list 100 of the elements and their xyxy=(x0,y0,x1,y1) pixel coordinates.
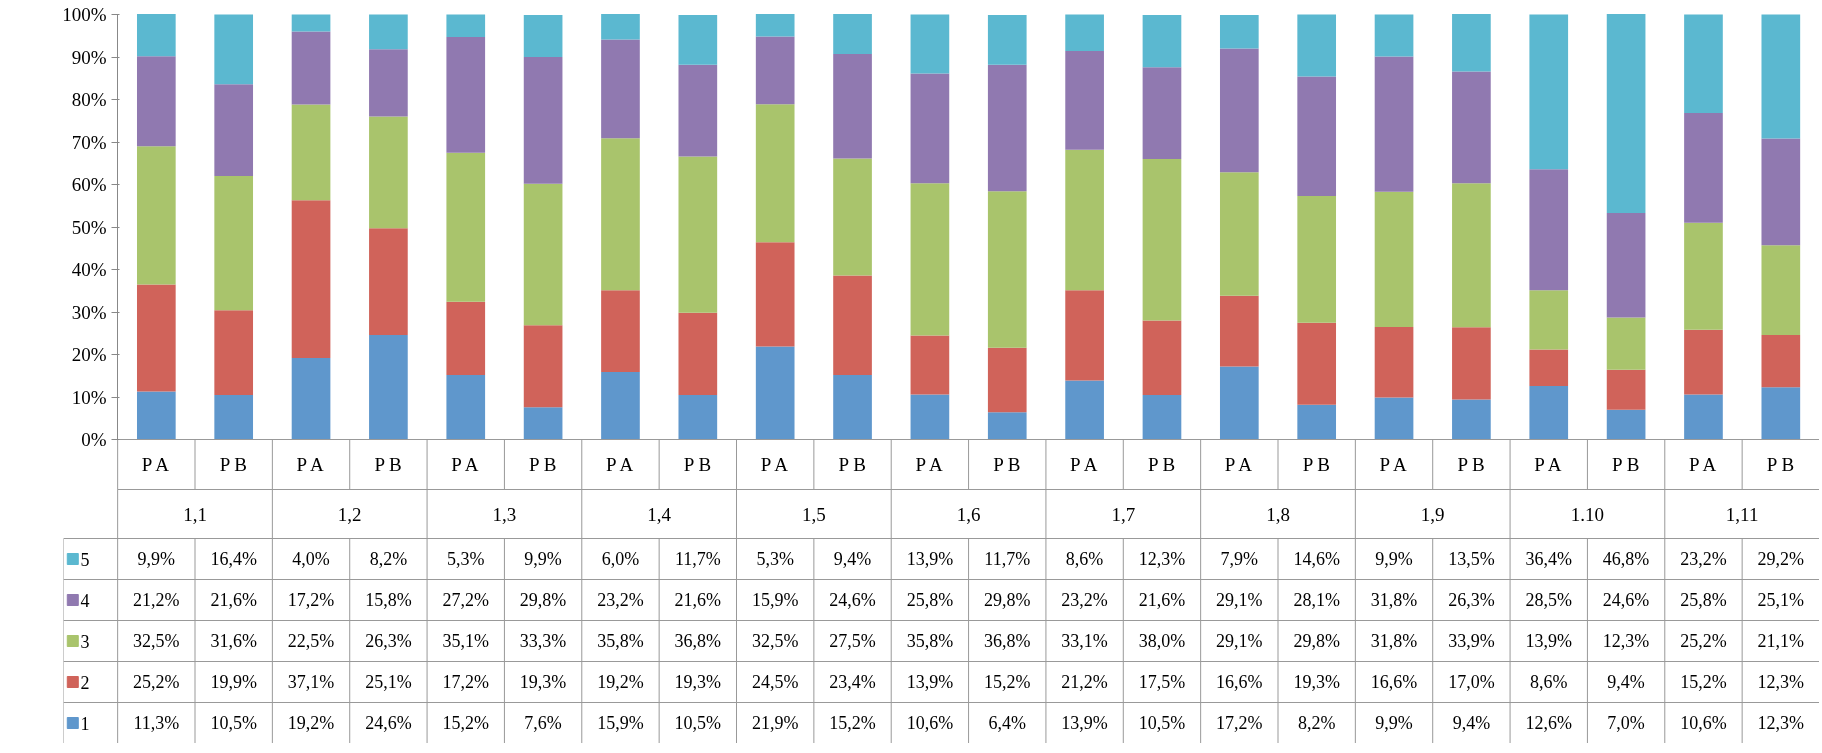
data-label: 15,8% xyxy=(365,590,412,610)
bar xyxy=(1374,326,1414,398)
legend-label: 5 xyxy=(80,549,90,570)
bar xyxy=(523,325,563,408)
data-label: 38,0% xyxy=(1138,631,1186,651)
data-label: 9,4% xyxy=(833,549,872,569)
bar xyxy=(1452,14,1491,72)
bar xyxy=(678,312,718,395)
bar xyxy=(214,176,254,311)
data-label: 35,1% xyxy=(442,631,490,651)
data-label: 21,6% xyxy=(210,590,257,610)
data-label: 25,8% xyxy=(1680,590,1727,610)
data-label: 17,5% xyxy=(1138,672,1186,692)
bar xyxy=(214,14,254,85)
bar xyxy=(523,14,563,57)
data-label: 29,1% xyxy=(1216,631,1263,651)
bar xyxy=(369,334,408,440)
data-label: 31,8% xyxy=(1370,590,1418,610)
data-label: 19,2% xyxy=(597,672,644,692)
data-label: 15,2% xyxy=(984,672,1031,692)
bar xyxy=(601,39,640,139)
data-label: 21,6% xyxy=(1138,590,1186,610)
bar xyxy=(1761,387,1801,440)
bar xyxy=(369,49,408,117)
data-label: 24,6% xyxy=(1602,590,1650,610)
bar xyxy=(369,14,408,50)
x-tick-label: P A xyxy=(141,454,170,475)
text: 1,7 xyxy=(1111,503,1136,525)
data-label: 21,2% xyxy=(133,590,180,610)
data-label: 33,9% xyxy=(1448,631,1495,651)
data-label: 12,3% xyxy=(1757,713,1805,733)
bar xyxy=(1452,327,1491,400)
bar xyxy=(446,301,486,375)
bar xyxy=(1219,48,1259,173)
data-label: 28,5% xyxy=(1525,590,1572,610)
text: 1,11 xyxy=(1725,503,1759,525)
bar xyxy=(1297,404,1337,440)
bar xyxy=(833,54,872,159)
bar xyxy=(136,391,176,440)
data-label: 5,3% xyxy=(447,549,485,569)
bar xyxy=(1684,329,1723,395)
data-label: 32,5% xyxy=(751,631,799,651)
data-label: 21,9% xyxy=(751,713,799,733)
data-label: 25,1% xyxy=(1757,590,1805,610)
bar xyxy=(678,64,718,157)
bar xyxy=(833,14,872,55)
data-label: 33,1% xyxy=(1061,631,1108,651)
data-label: 13,9% xyxy=(1061,713,1108,733)
bar xyxy=(601,290,640,372)
data-label: 10,5% xyxy=(210,713,257,733)
data-label: 35,8% xyxy=(906,631,954,651)
y-tick-label: 90% xyxy=(71,46,107,68)
data-label: 8,2% xyxy=(369,549,408,569)
bar xyxy=(1297,14,1337,77)
bar xyxy=(1142,394,1182,440)
x-tick-label: P A xyxy=(1534,454,1562,475)
y-tick-label: 70% xyxy=(71,131,107,153)
bar xyxy=(1142,320,1182,395)
bar xyxy=(910,394,950,440)
bar xyxy=(1684,113,1723,223)
data-label: 9,4% xyxy=(1607,672,1645,692)
bar xyxy=(1529,14,1569,170)
bar xyxy=(678,394,718,440)
legend-label: 2 xyxy=(80,672,90,693)
data-label: 21,1% xyxy=(1757,631,1805,651)
bar xyxy=(1606,212,1646,318)
bar xyxy=(755,36,795,105)
x-tick-label: P B xyxy=(838,454,866,475)
data-label: 19,2% xyxy=(287,713,335,733)
x-tick-label: P A xyxy=(1379,454,1408,475)
x-tick-label: P B xyxy=(1766,454,1795,475)
data-label: 36,4% xyxy=(1525,549,1572,569)
y-tick-label: 0% xyxy=(81,429,107,450)
data-label: 10,6% xyxy=(1680,713,1727,733)
data-label: 10,6% xyxy=(906,713,954,733)
bar xyxy=(1606,14,1646,213)
bar xyxy=(1452,71,1491,184)
text: 1,8 xyxy=(1266,503,1290,525)
y-tick-label: 80% xyxy=(71,89,107,110)
bar xyxy=(136,284,176,392)
bar xyxy=(1529,290,1569,350)
bar xyxy=(1374,397,1414,440)
data-label: 16,6% xyxy=(1216,672,1263,692)
y-tick-label: 60% xyxy=(71,174,107,195)
bar xyxy=(755,14,795,37)
data-label: 29,8% xyxy=(984,590,1031,610)
data-label: 23,2% xyxy=(1061,590,1108,610)
bar xyxy=(987,412,1027,440)
bar xyxy=(1065,51,1104,150)
data-label: 25,2% xyxy=(133,672,180,692)
bar xyxy=(1529,169,1569,291)
bar xyxy=(1065,14,1104,52)
text: 1,9 xyxy=(1420,503,1445,525)
y-tick-label: 100% xyxy=(62,4,107,25)
data-label: 17,2% xyxy=(442,672,490,692)
y-tick-label: 30% xyxy=(71,301,107,323)
data-label: 11,3% xyxy=(133,713,180,733)
data-label: 29,1% xyxy=(1216,590,1263,610)
bar xyxy=(523,183,563,326)
data-label: 25,1% xyxy=(365,672,412,692)
